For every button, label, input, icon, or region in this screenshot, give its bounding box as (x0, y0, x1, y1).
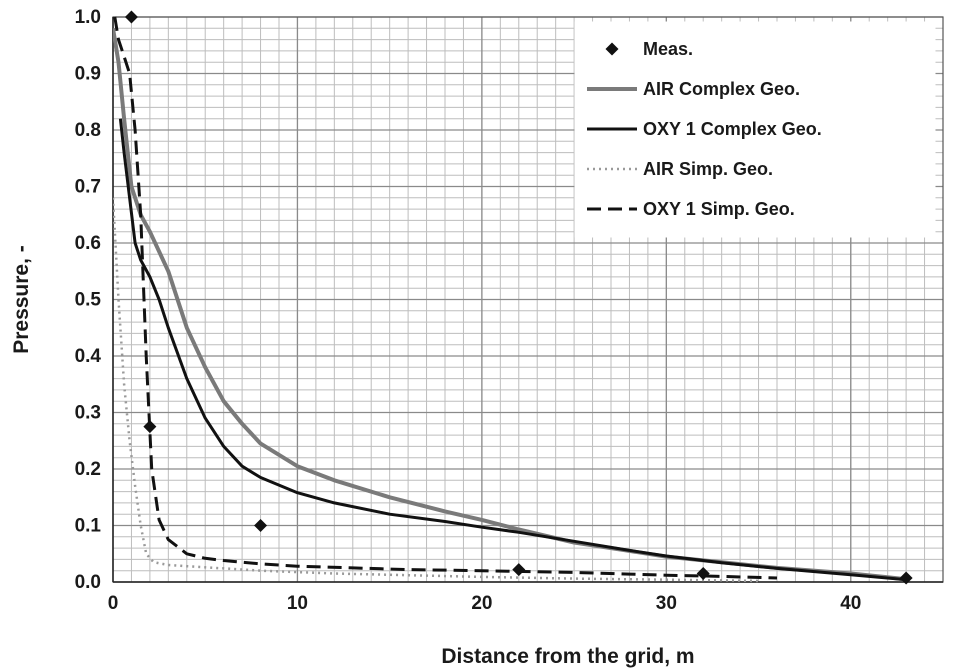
x-axis-title: Distance from the grid, m (441, 645, 694, 668)
data-point (254, 519, 268, 532)
x-tick-label: 10 (287, 593, 308, 614)
data-point (899, 571, 913, 585)
legend-label: AIR Complex Geo. (643, 79, 800, 99)
legend-label: AIR Simp. Geo. (643, 159, 773, 179)
y-tick-label: 0.0 (75, 572, 101, 593)
legend-label: OXY 1 Simp. Geo. (643, 199, 795, 219)
y-tick-label: 0.3 (75, 403, 101, 424)
y-tick-label: 0.7 (75, 177, 101, 198)
series-line (118, 118, 907, 582)
data-point (143, 420, 157, 434)
x-tick-label: 30 (656, 593, 677, 614)
legend-label: Meas. (643, 39, 693, 59)
y-tick-label: 0.1 (75, 516, 102, 537)
x-tick-label: 40 (840, 593, 861, 614)
data-point (124, 10, 138, 24)
legend-label: OXY 1 Complex Geo. (643, 119, 822, 139)
data-point (696, 567, 710, 581)
series-line (113, 16, 778, 580)
x-tick-label: 20 (471, 593, 492, 614)
y-tick-label: 0.6 (75, 233, 101, 254)
y-tick-label: 0.5 (75, 290, 102, 311)
y-axis-title: Pressure, - (10, 245, 33, 354)
y-tick-label: 0.4 (75, 346, 102, 367)
y-tick-label: 1.0 (75, 7, 101, 28)
y-tick-label: 0.2 (75, 459, 101, 480)
y-tick-label: 0.9 (75, 64, 101, 85)
data-point (512, 563, 526, 577)
legend-marker (605, 42, 619, 56)
series-line (113, 197, 759, 583)
x-tick-label: 0 (108, 593, 119, 614)
y-tick-label: 0.8 (75, 120, 101, 141)
